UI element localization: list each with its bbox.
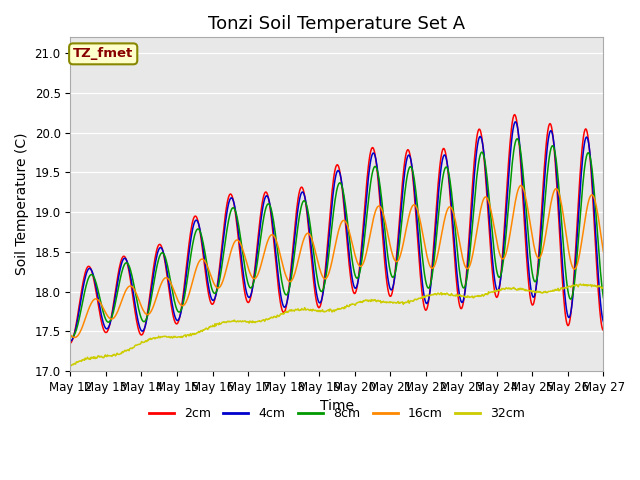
8cm <box>600 295 607 300</box>
32cm <box>67 363 75 369</box>
2cm <box>131 308 139 313</box>
32cm <box>600 284 607 290</box>
16cm <box>214 285 222 291</box>
32cm <box>577 281 584 287</box>
Line: 8cm: 8cm <box>70 139 604 336</box>
16cm <box>517 182 525 188</box>
32cm <box>186 332 194 338</box>
4cm <box>417 267 425 273</box>
8cm <box>68 334 76 339</box>
16cm <box>600 249 607 255</box>
X-axis label: Time: Time <box>320 399 354 413</box>
32cm <box>214 321 222 327</box>
32cm <box>418 296 426 301</box>
32cm <box>77 358 84 364</box>
2cm <box>185 241 193 247</box>
2cm <box>402 154 410 159</box>
8cm <box>403 179 410 185</box>
2cm <box>76 298 84 303</box>
32cm <box>403 300 410 305</box>
8cm <box>418 249 426 254</box>
8cm <box>132 291 140 297</box>
16cm <box>403 226 410 232</box>
8cm <box>514 136 522 142</box>
2cm <box>67 340 74 346</box>
4cm <box>67 338 74 344</box>
8cm <box>67 333 74 339</box>
8cm <box>186 260 194 265</box>
Line: 4cm: 4cm <box>70 122 604 341</box>
32cm <box>132 342 140 348</box>
4cm <box>131 300 139 306</box>
Line: 16cm: 16cm <box>70 185 604 337</box>
8cm <box>214 285 222 290</box>
16cm <box>418 226 426 232</box>
2cm <box>511 112 518 118</box>
Text: TZ_fmet: TZ_fmet <box>73 48 133 60</box>
Y-axis label: Soil Temperature (C): Soil Temperature (C) <box>15 133 29 276</box>
16cm <box>186 289 194 295</box>
4cm <box>185 250 193 256</box>
Title: Tonzi Soil Temperature Set A: Tonzi Soil Temperature Set A <box>209 15 465 33</box>
Line: 2cm: 2cm <box>70 115 604 343</box>
16cm <box>77 328 84 334</box>
2cm <box>213 283 221 289</box>
4cm <box>213 286 221 291</box>
2cm <box>417 280 425 286</box>
16cm <box>67 332 74 338</box>
Legend: 2cm, 4cm, 8cm, 16cm, 32cm: 2cm, 4cm, 8cm, 16cm, 32cm <box>144 402 530 425</box>
32cm <box>67 362 74 368</box>
4cm <box>402 164 410 169</box>
2cm <box>600 327 607 333</box>
16cm <box>132 289 140 295</box>
4cm <box>511 119 519 125</box>
4cm <box>76 302 84 308</box>
8cm <box>77 308 84 314</box>
16cm <box>71 335 79 340</box>
Line: 32cm: 32cm <box>70 284 604 366</box>
4cm <box>600 319 607 325</box>
